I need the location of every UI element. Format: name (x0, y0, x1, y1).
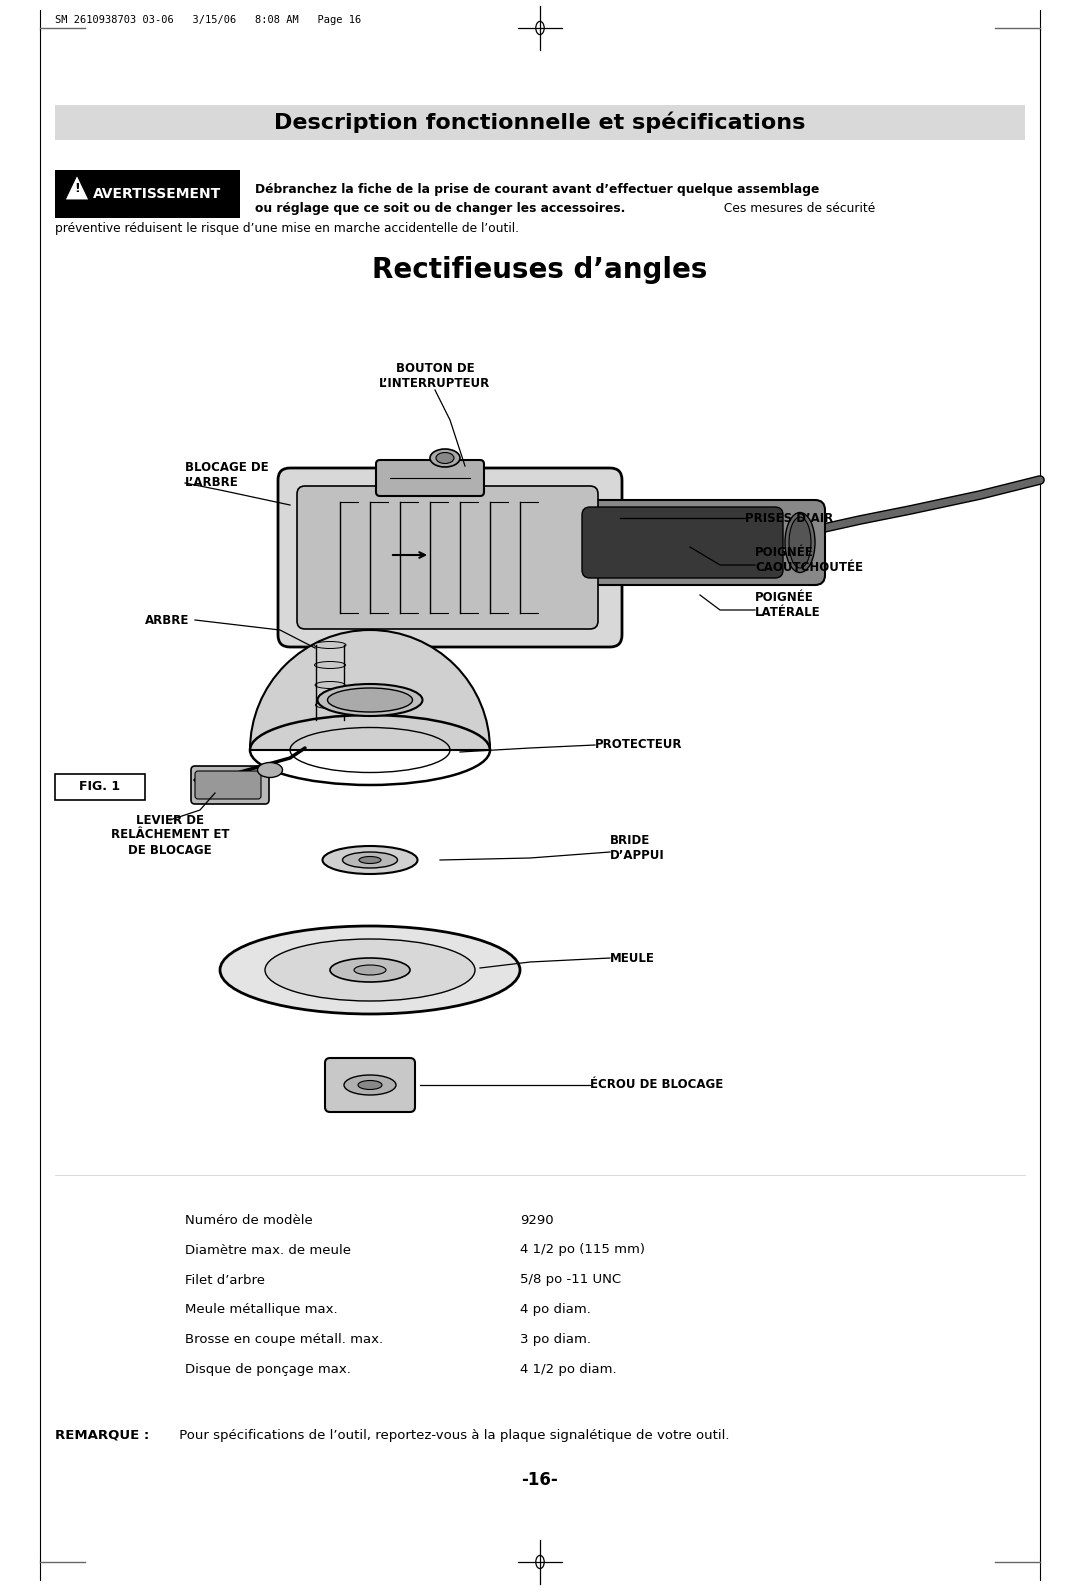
Text: Filet d’arbre: Filet d’arbre (185, 1273, 265, 1287)
Text: BOUTON DE
L’INTERRUPTEUR: BOUTON DE L’INTERRUPTEUR (379, 363, 490, 390)
Ellipse shape (314, 662, 346, 668)
FancyBboxPatch shape (278, 468, 622, 648)
Text: Débranchez la fiche de la prise de courant avant d’effectuer quelque assemblage: Débranchez la fiche de la prise de coura… (255, 183, 820, 196)
Ellipse shape (342, 853, 397, 869)
FancyBboxPatch shape (191, 765, 269, 803)
Ellipse shape (327, 687, 413, 713)
Text: Brosse en coupe métall. max.: Brosse en coupe métall. max. (185, 1333, 383, 1346)
Bar (55, 170, 240, 218)
Text: 4 po diam.: 4 po diam. (519, 1303, 591, 1316)
FancyBboxPatch shape (582, 508, 783, 578)
Ellipse shape (357, 1080, 382, 1090)
Text: PRISES D’AIR: PRISES D’AIR (745, 511, 834, 525)
Text: préventive réduisent le risque d’une mise en marche accidentelle de l’outil.: préventive réduisent le risque d’une mis… (55, 223, 519, 235)
Text: POIGNÉE
LATÉRALE: POIGNÉE LATÉRALE (755, 590, 821, 619)
Ellipse shape (315, 702, 345, 708)
Text: LEVIER DE
RELÂCHEMENT ET
DE BLOCAGE: LEVIER DE RELÂCHEMENT ET DE BLOCAGE (111, 813, 229, 856)
Ellipse shape (265, 939, 475, 1001)
Ellipse shape (785, 512, 815, 573)
Ellipse shape (315, 681, 345, 689)
Text: AVERTISSEMENT: AVERTISSEMENT (93, 188, 221, 200)
FancyBboxPatch shape (575, 500, 825, 585)
Text: 3 po diam.: 3 po diam. (519, 1333, 591, 1346)
Ellipse shape (345, 1076, 396, 1095)
Ellipse shape (354, 966, 386, 975)
Text: Disque de ponçage max.: Disque de ponçage max. (185, 1363, 351, 1376)
Ellipse shape (430, 449, 460, 468)
FancyBboxPatch shape (195, 772, 261, 799)
Ellipse shape (323, 846, 418, 873)
Text: POIGNÉE
CAOUTCHOUTÉE: POIGNÉE CAOUTCHOUTÉE (755, 546, 863, 574)
FancyBboxPatch shape (325, 1058, 415, 1112)
Wedge shape (249, 630, 490, 749)
FancyBboxPatch shape (297, 485, 598, 628)
Polygon shape (65, 175, 89, 200)
Text: FIG. 1: FIG. 1 (80, 781, 121, 794)
Ellipse shape (789, 517, 811, 568)
Ellipse shape (220, 926, 519, 1013)
Ellipse shape (318, 684, 422, 716)
Text: Meule métallique max.: Meule métallique max. (185, 1303, 338, 1316)
Text: REMARQUE :: REMARQUE : (55, 1429, 149, 1441)
Text: -16-: -16- (522, 1472, 558, 1489)
Text: Description fonctionnelle et spécifications: Description fonctionnelle et spécificati… (274, 111, 806, 134)
Bar (55, 105, 1025, 140)
Text: 5/8 po -11 UNC: 5/8 po -11 UNC (519, 1273, 621, 1287)
Text: 4 1/2 po diam.: 4 1/2 po diam. (519, 1363, 617, 1376)
Text: BRIDE
D’APPUI: BRIDE D’APPUI (610, 834, 665, 862)
Ellipse shape (330, 958, 410, 982)
Text: Pour spécifications de l’outil, reportez-vous à la plaque signalétique de votre : Pour spécifications de l’outil, reportez… (175, 1429, 729, 1441)
Text: !: ! (75, 183, 80, 196)
Text: 4 1/2 po (115 mm): 4 1/2 po (115 mm) (519, 1244, 645, 1257)
Ellipse shape (314, 641, 346, 649)
Text: 9290: 9290 (519, 1214, 554, 1227)
Text: Ces mesures de sécurité: Ces mesures de sécurité (720, 202, 875, 215)
Text: Diamètre max. de meule: Diamètre max. de meule (185, 1244, 351, 1257)
Text: BLOCAGE DE
L’ARBRE: BLOCAGE DE L’ARBRE (185, 461, 269, 488)
Text: ou réglage que ce soit ou de changer les accessoires.: ou réglage que ce soit ou de changer les… (255, 202, 625, 215)
Text: Numéro de modèle: Numéro de modèle (185, 1214, 313, 1227)
Text: PROTECTEUR: PROTECTEUR (595, 738, 683, 751)
Ellipse shape (436, 452, 454, 463)
Ellipse shape (359, 856, 381, 864)
Text: SM 2610938703 03-06   3/15/06   8:08 AM   Page 16: SM 2610938703 03-06 3/15/06 8:08 AM Page… (55, 14, 361, 25)
Text: ARBRE: ARBRE (145, 614, 189, 627)
Ellipse shape (257, 762, 283, 778)
Text: Rectifieuses d’angles: Rectifieuses d’angles (373, 256, 707, 285)
FancyBboxPatch shape (376, 460, 484, 496)
Text: ÉCROU DE BLOCAGE: ÉCROU DE BLOCAGE (590, 1079, 724, 1091)
Text: MEULE: MEULE (610, 951, 654, 964)
Bar (55, 773, 145, 800)
